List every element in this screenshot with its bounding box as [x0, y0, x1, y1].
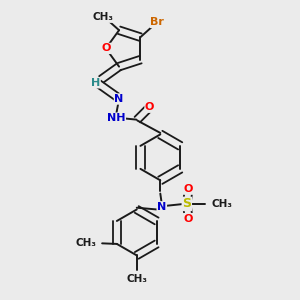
Text: CH₃: CH₃ — [92, 12, 113, 22]
Text: O: O — [184, 214, 193, 224]
Text: NH: NH — [107, 113, 125, 123]
Text: N: N — [114, 94, 124, 104]
Text: N: N — [157, 202, 167, 212]
Text: CH₃: CH₃ — [126, 274, 147, 284]
Text: CH₃: CH₃ — [75, 238, 96, 248]
Text: H: H — [91, 78, 100, 88]
Text: S: S — [182, 197, 191, 210]
Text: O: O — [184, 184, 193, 194]
Text: O: O — [145, 102, 154, 112]
Text: O: O — [101, 44, 110, 53]
Text: Br: Br — [150, 17, 164, 27]
Text: CH₃: CH₃ — [212, 199, 233, 209]
